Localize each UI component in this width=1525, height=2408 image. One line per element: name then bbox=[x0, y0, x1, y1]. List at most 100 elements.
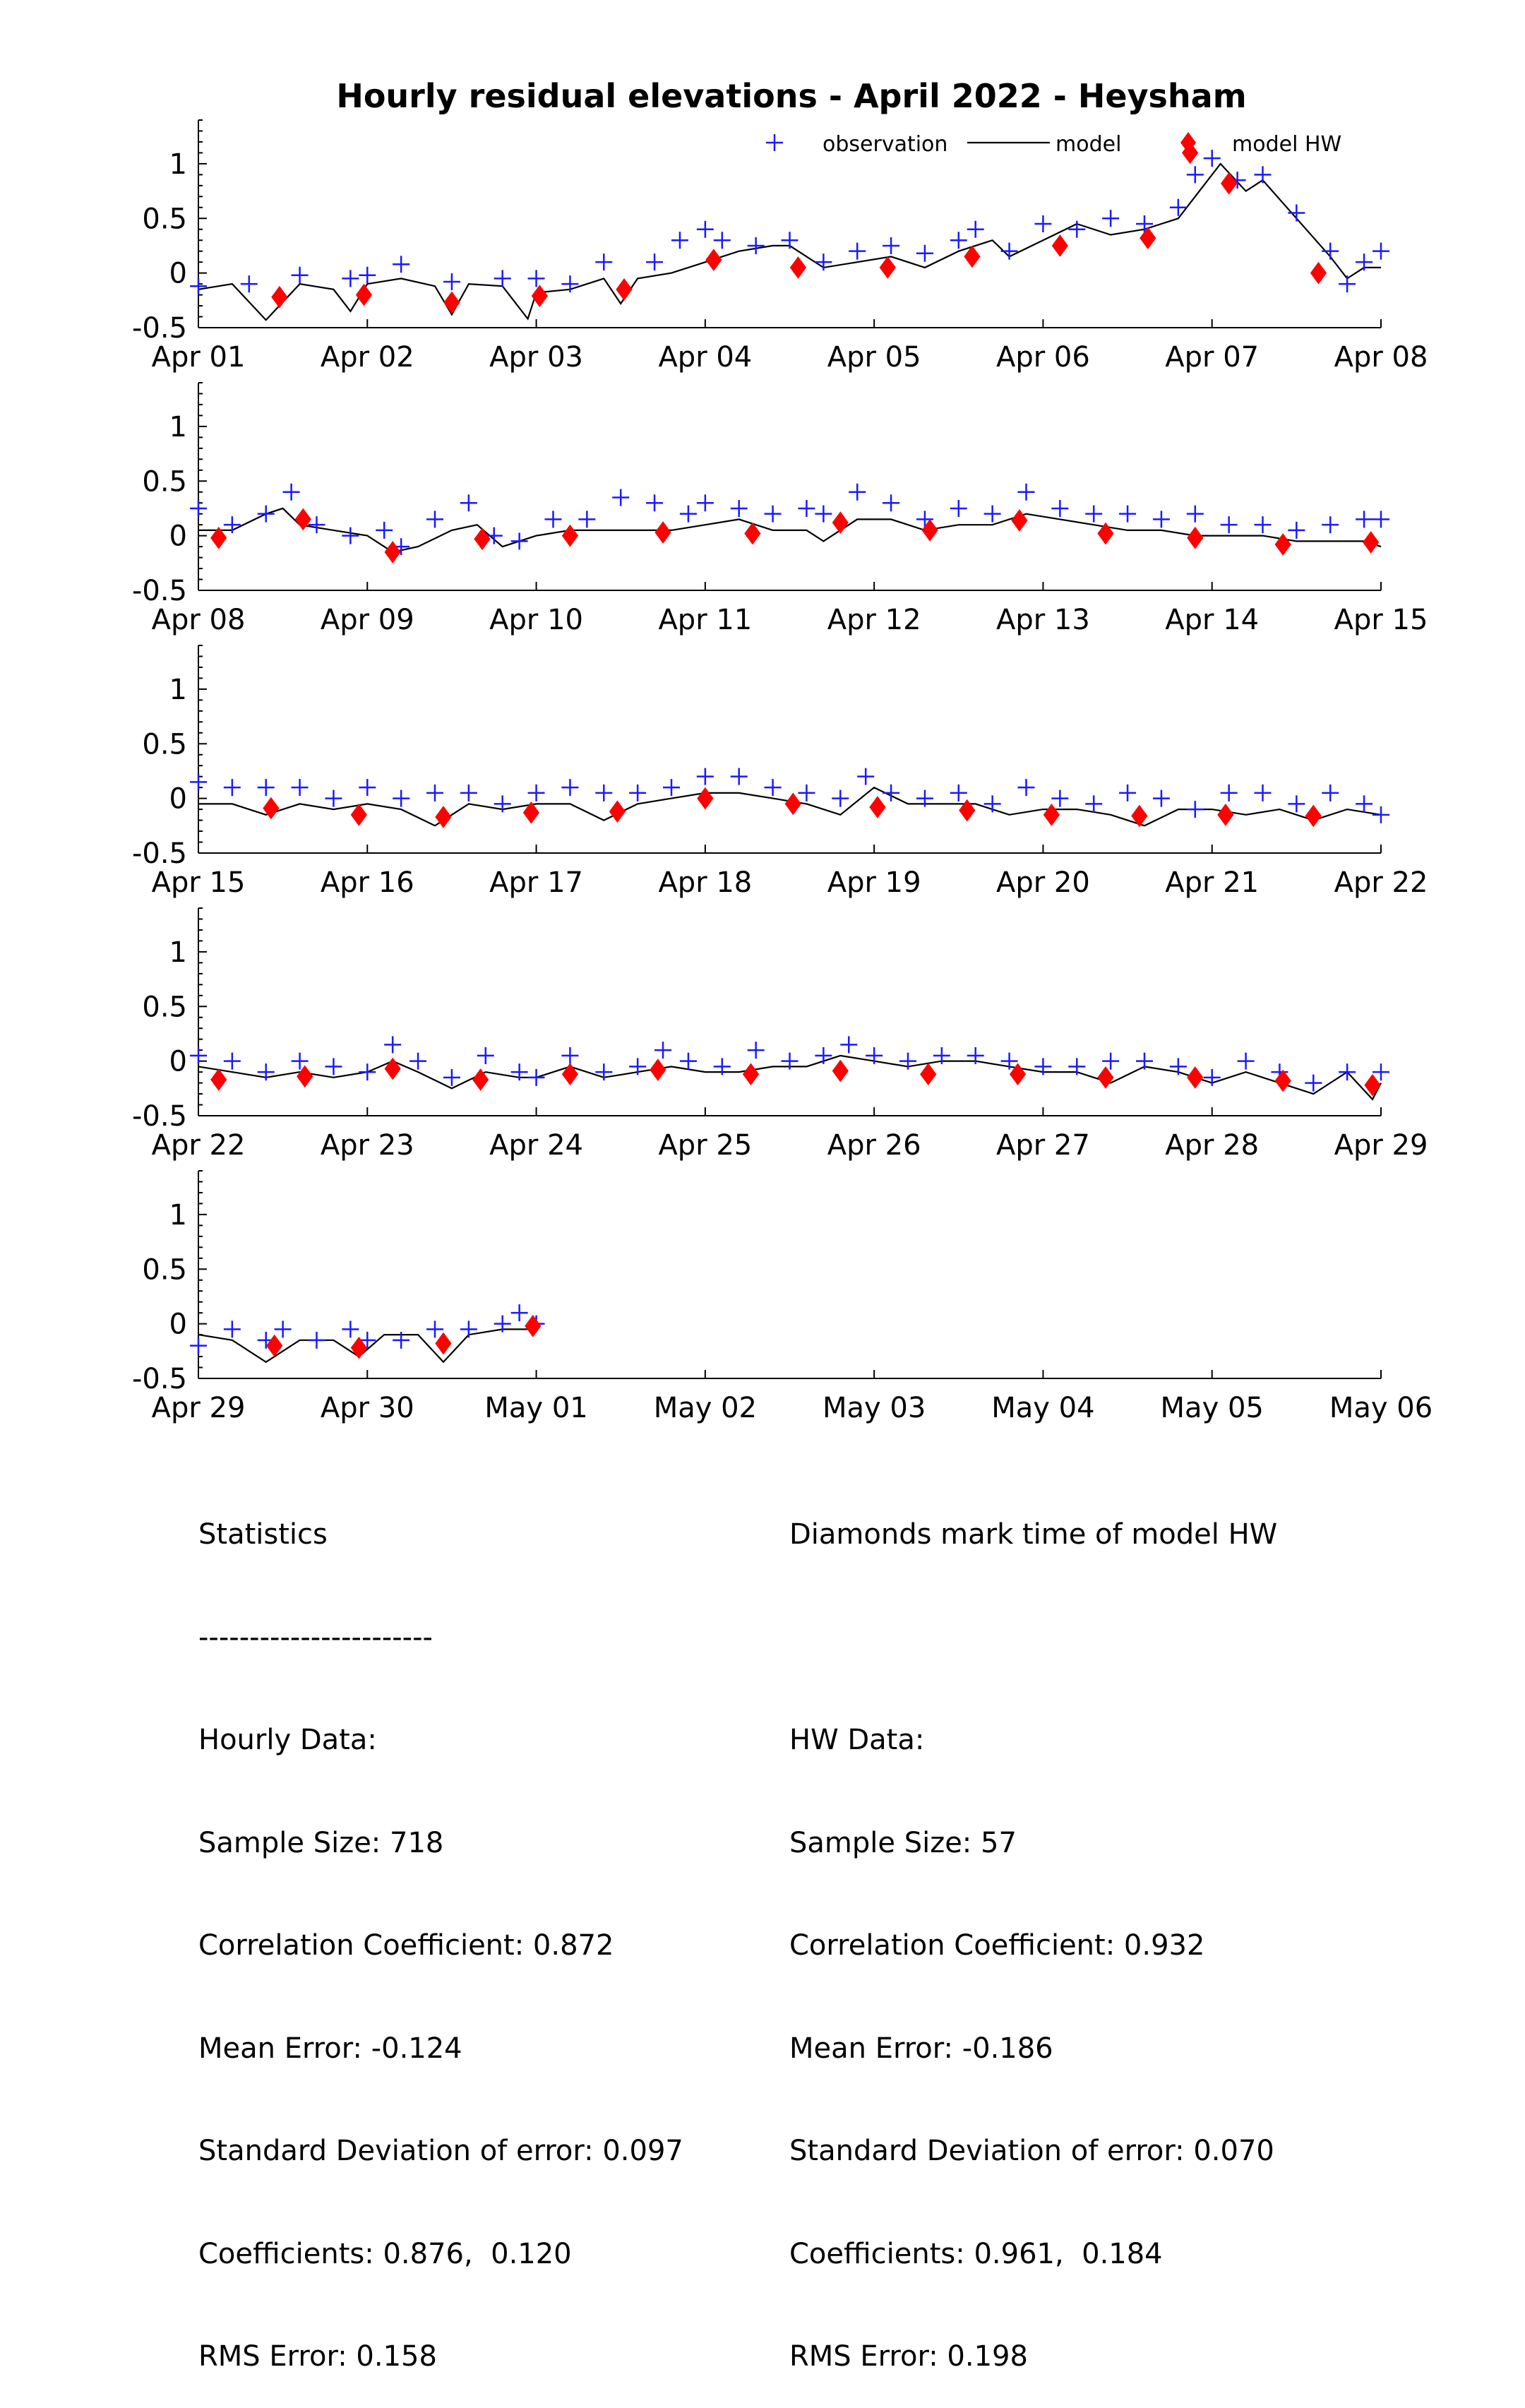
observation-marker bbox=[595, 784, 613, 801]
observation-marker bbox=[849, 242, 866, 260]
x-tick-label: Apr 19 bbox=[827, 866, 921, 899]
observation-marker bbox=[426, 1321, 443, 1338]
legend-model-label: model bbox=[1055, 132, 1121, 157]
x-tick-label: Apr 29 bbox=[1334, 1129, 1428, 1162]
observation-marker bbox=[223, 1052, 241, 1070]
observation-marker bbox=[190, 499, 207, 517]
x-tick-label: Apr 04 bbox=[658, 341, 752, 374]
model-hw-marker bbox=[531, 285, 548, 307]
observation-marker bbox=[1152, 789, 1170, 807]
observation-marker bbox=[342, 527, 359, 544]
stats-left-line-2: Correlation Coefficient: 0.872 bbox=[198, 1929, 614, 1962]
model-hw-marker bbox=[650, 1059, 666, 1081]
model-hw-marker bbox=[1097, 522, 1114, 545]
x-tick-label: May 05 bbox=[1161, 1392, 1264, 1424]
observation-marker bbox=[747, 237, 765, 254]
stats-left-line-5: Coefficients: 0.876, 0.120 bbox=[198, 2237, 572, 2270]
observation-marker bbox=[1356, 511, 1373, 528]
observation-marker bbox=[1372, 806, 1389, 823]
y-tick-label: 1 bbox=[169, 674, 187, 706]
x-tick-label: Apr 16 bbox=[321, 866, 414, 899]
model-line bbox=[198, 162, 1381, 321]
observation-marker bbox=[781, 232, 799, 249]
observation-marker bbox=[1339, 275, 1356, 293]
model-hw-marker bbox=[294, 508, 311, 531]
observation-marker bbox=[1254, 166, 1272, 184]
observation-marker bbox=[1356, 795, 1373, 813]
observation-marker bbox=[629, 784, 647, 801]
model-hw-marker bbox=[654, 521, 671, 544]
x-tick-label: Apr 17 bbox=[489, 866, 583, 899]
model-hw-marker bbox=[1274, 1069, 1291, 1092]
model-hw-marker bbox=[744, 522, 761, 545]
model-hw-marker bbox=[350, 803, 367, 826]
stats-left-line-0: Hourly Data: bbox=[198, 1724, 377, 1756]
observation-marker bbox=[840, 1036, 858, 1054]
y-tick-label: 1 bbox=[169, 1199, 187, 1232]
observation-marker bbox=[460, 784, 477, 801]
observation-marker bbox=[510, 1304, 528, 1322]
observation-marker bbox=[916, 789, 933, 807]
model-line bbox=[198, 507, 1382, 553]
model-hw-marker bbox=[350, 1336, 367, 1359]
model-hw-marker bbox=[435, 1332, 452, 1355]
model-hw-marker bbox=[616, 278, 633, 301]
x-tick-label: Apr 23 bbox=[321, 1129, 414, 1162]
model-hw-marker bbox=[1131, 804, 1148, 828]
observation-marker bbox=[764, 505, 782, 523]
observation-marker bbox=[325, 1058, 342, 1075]
x-tick-label: Apr 13 bbox=[996, 604, 1090, 636]
observation-marker bbox=[696, 768, 714, 785]
observation-marker bbox=[967, 1047, 984, 1064]
x-tick-label: Apr 08 bbox=[152, 604, 246, 636]
observation-marker bbox=[1186, 801, 1204, 818]
model-hw-marker bbox=[697, 787, 714, 810]
x-tick-label: Apr 05 bbox=[827, 341, 921, 374]
observation-marker bbox=[257, 779, 275, 797]
observation-marker bbox=[282, 483, 300, 501]
observation-marker bbox=[866, 1047, 883, 1064]
observation-marker bbox=[730, 768, 748, 785]
x-tick-label: Apr 14 bbox=[1165, 604, 1259, 636]
stats-left-line-4: Standard Deviation of error: 0.097 bbox=[198, 2135, 683, 2167]
model-hw-marker bbox=[355, 283, 373, 306]
observation-marker bbox=[646, 254, 664, 271]
model-hw-marker bbox=[210, 526, 227, 549]
model-hw-marker bbox=[1187, 526, 1204, 549]
observation-marker bbox=[393, 789, 410, 807]
observation-marker bbox=[781, 1052, 799, 1070]
model-hw-marker bbox=[964, 245, 981, 268]
observation-marker bbox=[950, 784, 967, 801]
observation-marker bbox=[1372, 242, 1389, 260]
x-tick-label: Apr 29 bbox=[152, 1392, 246, 1424]
model-hw-marker bbox=[879, 256, 896, 279]
legend-observation-label: observation bbox=[823, 132, 947, 157]
observation-marker bbox=[815, 505, 832, 523]
observation-marker bbox=[798, 499, 815, 517]
model-hw-marker bbox=[1043, 803, 1060, 826]
observation-marker bbox=[393, 1331, 410, 1349]
observation-marker bbox=[747, 1042, 765, 1059]
x-tick-label: Apr 12 bbox=[827, 604, 921, 636]
observation-marker bbox=[510, 1063, 528, 1081]
observation-marker bbox=[1288, 521, 1305, 539]
observation-marker bbox=[730, 499, 748, 517]
model-hw-marker bbox=[525, 1314, 542, 1337]
model-hw-marker bbox=[266, 1334, 283, 1357]
observation-marker bbox=[1085, 795, 1103, 813]
observation-marker bbox=[384, 1036, 402, 1054]
y-tick-label: -0.5 bbox=[132, 1363, 187, 1395]
observation-marker bbox=[663, 779, 680, 797]
model-hw-marker bbox=[1274, 533, 1291, 556]
stats-right-line-6: RMS Error: 0.198 bbox=[789, 2340, 1028, 2373]
observation-marker bbox=[1000, 242, 1018, 260]
stats-right-line-2: Correlation Coefficient: 0.932 bbox=[789, 1929, 1205, 1962]
legend-model-hw-label: model HW bbox=[1232, 132, 1341, 157]
observation-marker bbox=[595, 254, 613, 271]
observation-marker bbox=[1136, 215, 1153, 232]
stats-left-line-6: RMS Error: 0.158 bbox=[198, 2340, 437, 2373]
observation-marker bbox=[308, 1331, 325, 1349]
observation-marker bbox=[240, 275, 258, 293]
